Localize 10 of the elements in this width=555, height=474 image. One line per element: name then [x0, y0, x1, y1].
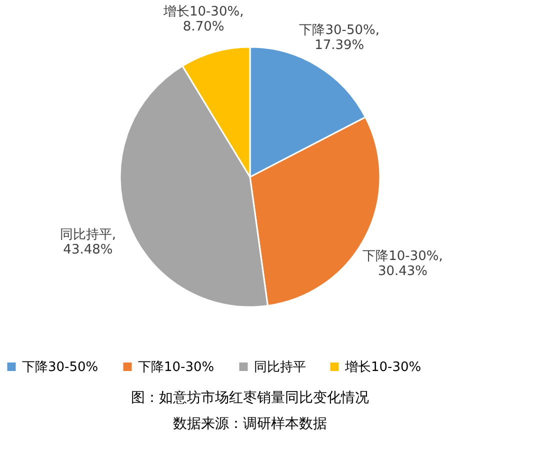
data-label: 同比持平, 43.48% [60, 228, 116, 258]
legend-label: 下降10-30% [138, 360, 214, 375]
text: 图：如意坊市场红枣销量同比变化情况 [131, 390, 369, 406]
source-note: 数据来源：调研样本数据 [173, 416, 327, 432]
legend-label: 下降30-50% [22, 360, 98, 375]
data-label: 下降10-30%, 30.43% [362, 249, 443, 280]
data-label: 增长10-30%, 8.70% [162, 4, 244, 34]
data-label: 下降30-50%, 17.39% [299, 23, 380, 54]
legend-label: 增长10-30% [344, 360, 422, 375]
legend-label: 同比持平 [254, 360, 306, 375]
